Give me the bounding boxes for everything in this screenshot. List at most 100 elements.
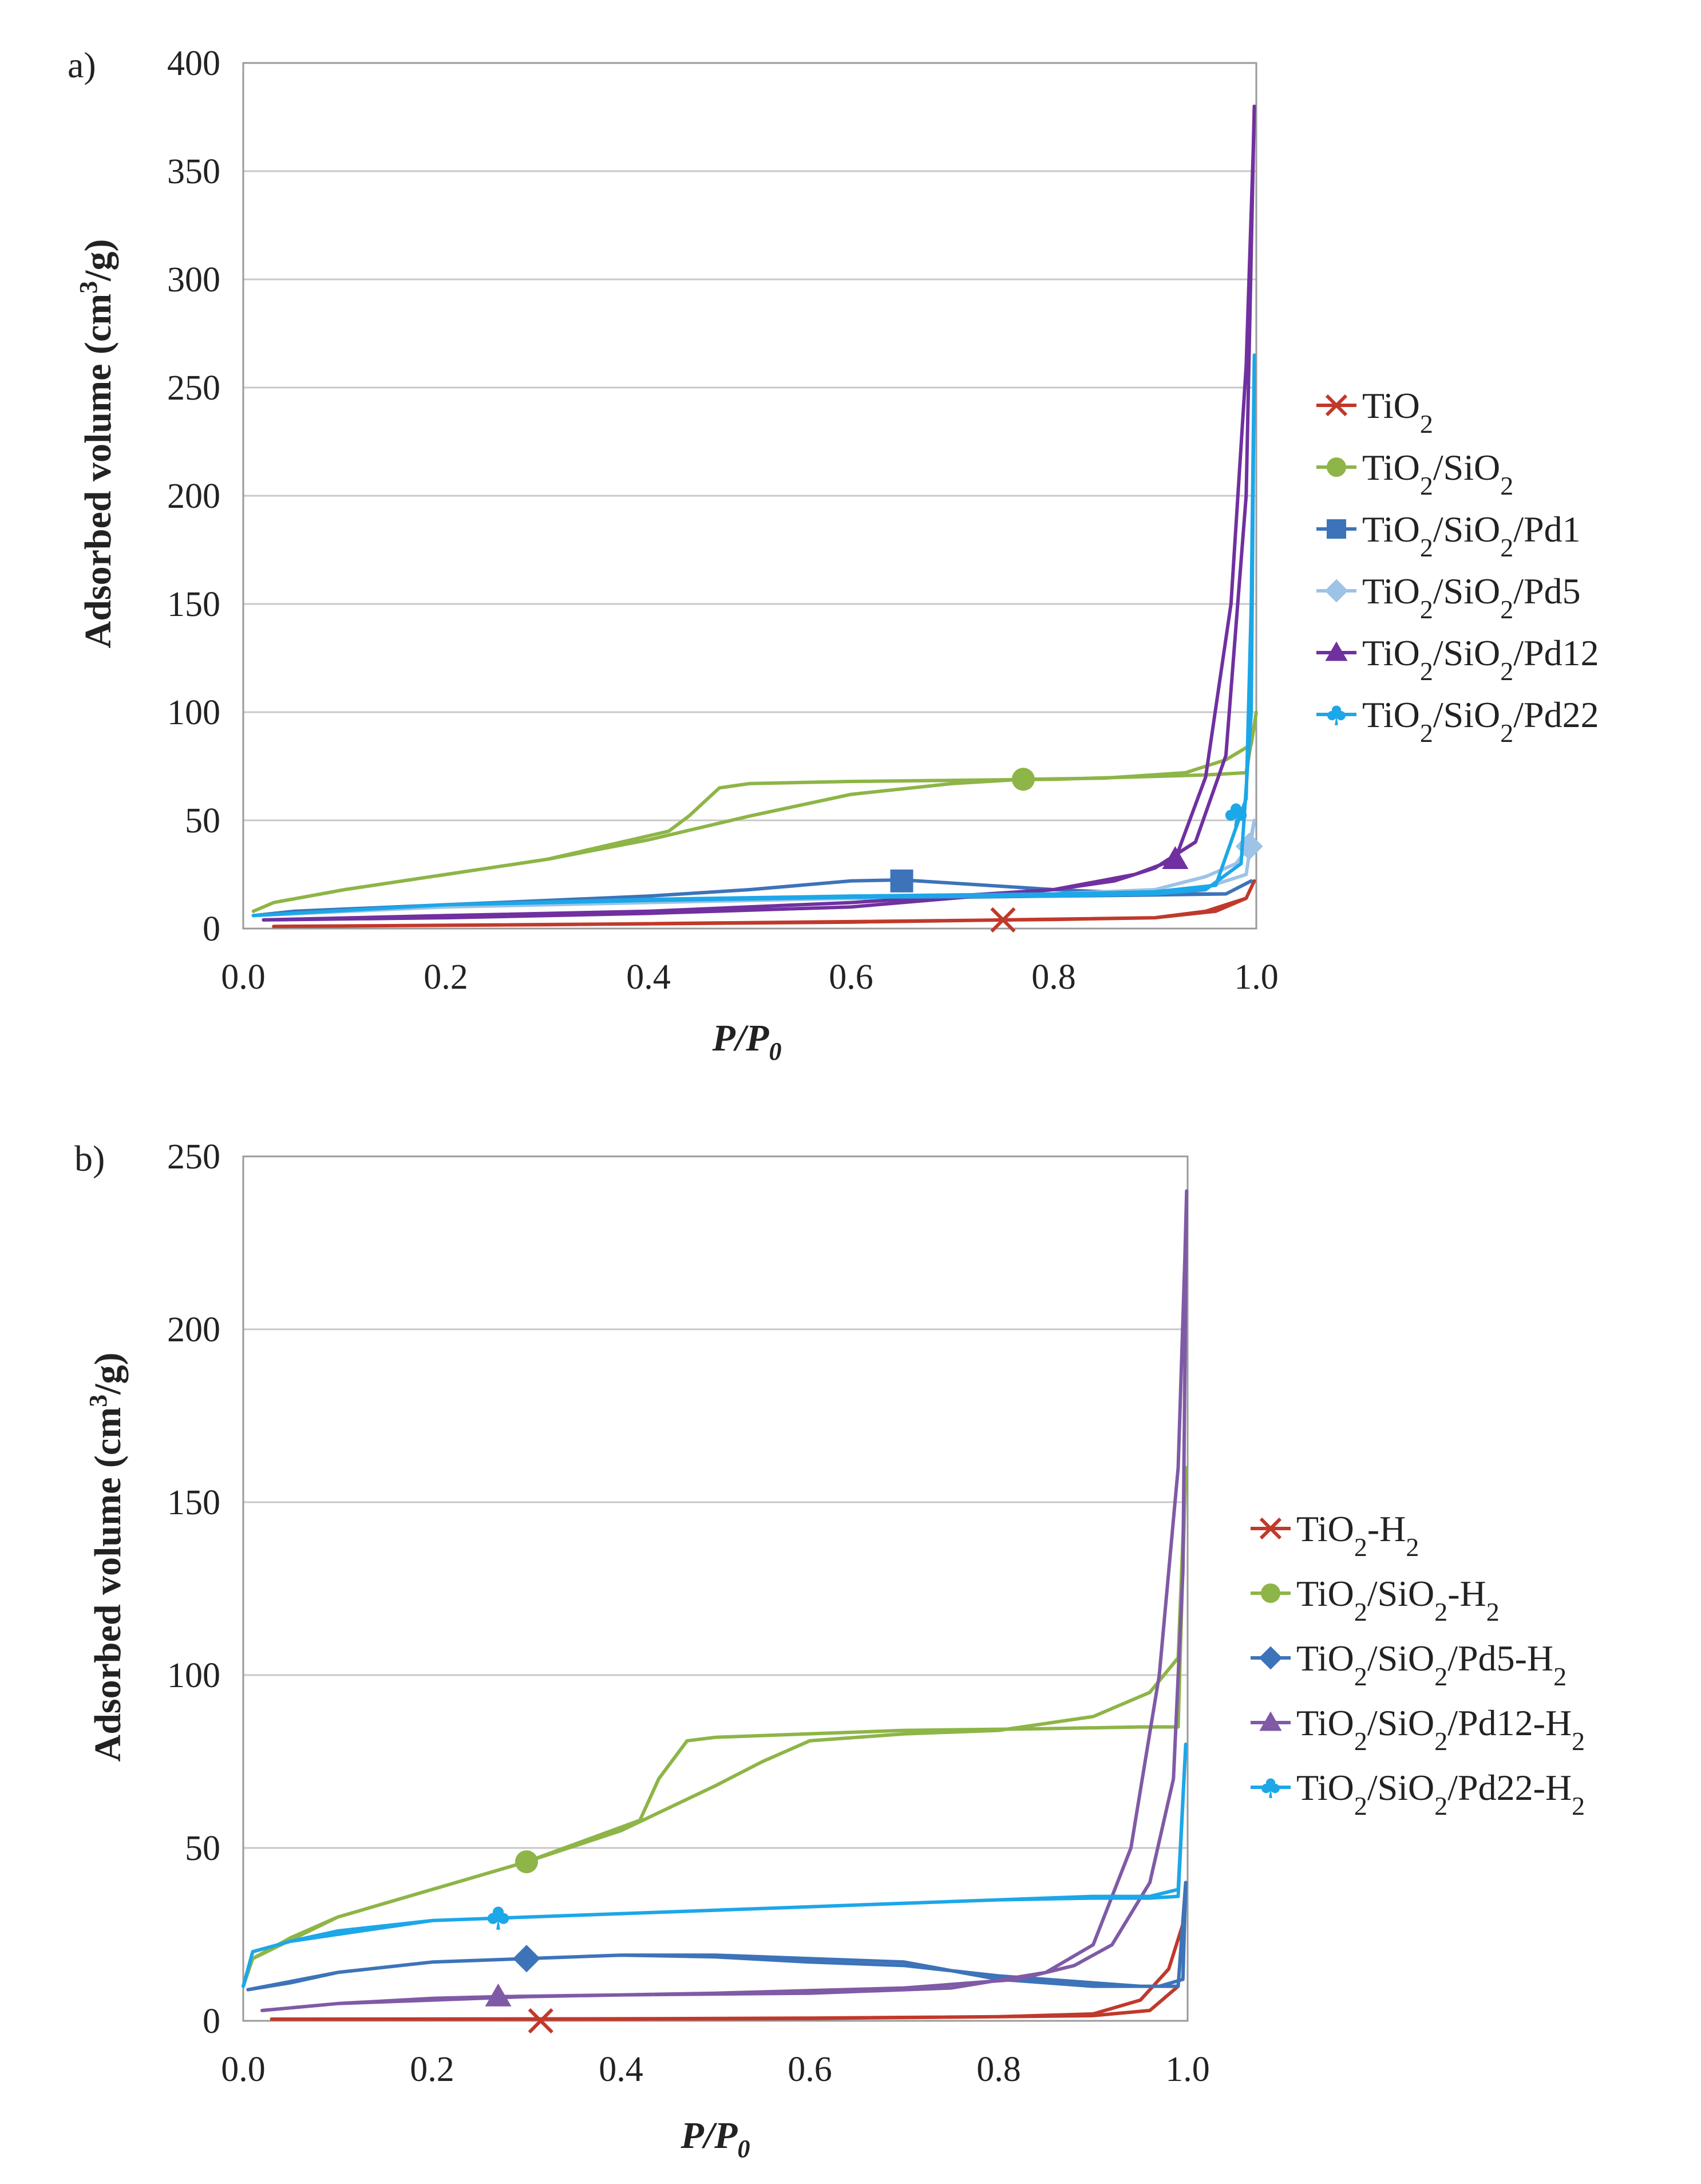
panel-b-y-tick-label: 200 [167, 1310, 220, 1349]
panel-a-x-tick-label: 0.8 [1031, 958, 1076, 997]
panel-a-y-tick-label: 350 [167, 152, 220, 191]
panel-a-series-line-4 [262, 104, 1256, 922]
panel-a-y-ticks: 0 50 100 150 200 250 300 350 400 [167, 44, 220, 949]
panel-a-series-marker-1 [1011, 768, 1035, 791]
panel-b-x-axis-title: P/P0 [681, 2115, 750, 2163]
panel-b-series-marker-0 [528, 2008, 553, 2034]
panel-b-legend-marker-2 [1259, 1646, 1283, 1670]
panel-a-legend-label-5: TiO2/SiO2/Pd22 [1362, 694, 1599, 748]
panel-b-series-line-3 [260, 1189, 1189, 2012]
panel-a-y-tick-label: 100 [167, 693, 220, 732]
panel-a-legend-marker-4 [1325, 641, 1348, 661]
panel-b-y-tick-label: 250 [167, 1138, 220, 1176]
panel-a-legend-marker-1 [1327, 457, 1346, 477]
panel-b-legend-label-3: TiO2/SiO2/Pd12-H2 [1296, 1703, 1585, 1756]
panel-a-legend-item-1: TiO2/SiO2 [1316, 447, 1513, 500]
panel-b-series-marker-4 [487, 1906, 509, 1930]
panel-b-legend-item-0: TiO2-H2 [1251, 1508, 1419, 1562]
panel-b-x-tick-label: 0.2 [410, 2050, 454, 2089]
panel-b-legend-label-1: TiO2/SiO2-H2 [1296, 1573, 1500, 1626]
panel-a-gridlines [243, 62, 1256, 822]
panel-b-legend-item-4: TiO2/SiO2/Pd22-H2 [1251, 1767, 1585, 1820]
panel-b-y-tick-label: 0 [203, 2002, 220, 2041]
panel-b-legend: TiO2-H2 TiO2/SiO2-H2 TiO2/SiO2/Pd5-H2 TiO2/… [1251, 1508, 1585, 1820]
panel-a-legend-marker-2 [1327, 519, 1346, 539]
panel-b-legend-label-0: TiO2-H2 [1296, 1508, 1419, 1562]
panel-b-series-line-1 [242, 1466, 1188, 1988]
panel-a-x-tick-label: 1.0 [1234, 958, 1279, 997]
panel-b-x-tick-label: 0.8 [976, 2050, 1021, 2089]
panel-a-series-marker-2 [890, 869, 913, 892]
panel-a-legend-marker-5 [1327, 705, 1346, 725]
panel-b-series [242, 1189, 1189, 2034]
panel-a-plot-area [242, 62, 1257, 930]
panel-a-legend-item-4: TiO2/SiO2/Pd12 [1316, 633, 1599, 686]
panel-a: a) 0 50 100 150 200 250 300 350 400 0.0 0.2 0.4 0.6… [68, 44, 1599, 1065]
panel-b-legend-marker-0 [1259, 1517, 1282, 1540]
panel-a-x-tick-label: 0.0 [221, 958, 266, 997]
panel-a-legend-label-2: TiO2/SiO2/Pd1 [1362, 509, 1581, 562]
panel-a-series-line-0 [272, 879, 1256, 929]
panel-a-legend-label-1: TiO2/SiO2 [1362, 447, 1513, 500]
panel-b-legend-label-2: TiO2/SiO2/Pd5-H2 [1296, 1638, 1566, 1691]
panel-a-series [251, 104, 1263, 933]
panel-b-legend-marker-3 [1259, 1711, 1282, 1731]
panel-a-x-tick-label: 0.4 [626, 958, 671, 997]
panel-b-y-axis-title: Adsorbed volume (cm3/g) [84, 1353, 129, 1762]
panel-a-y-tick-label: 200 [167, 477, 220, 516]
panel-b-legend-item-2: TiO2/SiO2/Pd5-H2 [1251, 1638, 1566, 1691]
panel-a-legend-label-4: TiO2/SiO2/Pd12 [1362, 633, 1599, 686]
panel-b-y-tick-label: 150 [167, 1483, 220, 1522]
panel-b-legend-marker-4 [1261, 1778, 1280, 1798]
panel-b-y-tick-label: 100 [167, 1656, 220, 1695]
panel-a-y-tick-label: 150 [167, 585, 220, 624]
panel-a-series-marker-4 [1162, 846, 1189, 870]
panel-b-plot-area [242, 1155, 1189, 2022]
panel-a-series-marker-0 [990, 907, 1016, 933]
panel-a-series-marker-5 [1225, 803, 1247, 827]
panel-a-x-tick-label: 0.2 [424, 958, 468, 997]
panel-a-legend-item-0: TiO2 [1316, 385, 1433, 439]
panel-a-y-tick-label: 250 [167, 369, 220, 408]
panel-a-legend-label-0: TiO2 [1362, 385, 1433, 439]
panel-b-legend-item-3: TiO2/SiO2/Pd12-H2 [1251, 1703, 1585, 1756]
panel-a-series-line-1 [251, 710, 1258, 913]
panel-b: b) 0 50 100 150 200 250 0.0 0.2 0.4 0.6 0.8 1.0 Ad… [74, 1138, 1585, 2163]
panel-b-gridlines [243, 1155, 1188, 1849]
panel-a-y-tick-label: 300 [167, 260, 220, 299]
panel-b-y-ticks: 0 50 100 150 200 250 [167, 1138, 220, 2041]
panel-b-x-tick-label: 0.4 [599, 2050, 643, 2089]
panel-a-legend: TiO2 TiO2/SiO2 TiO2/SiO2/Pd1 TiO2/SiO2/Pd5 T… [1316, 385, 1599, 748]
panel-a-x-ticks: 0.0 0.2 0.4 0.6 0.8 1.0 [221, 958, 1279, 997]
panel-a-x-tick-label: 0.6 [829, 958, 873, 997]
panel-b-series-line-4 [242, 1742, 1188, 1988]
panel-b-series-line-2 [246, 1881, 1188, 1992]
panel-b-series-marker-2 [513, 1945, 540, 1973]
panel-b-axes [242, 1155, 1189, 2022]
panel-b-legend-item-1: TiO2/SiO2-H2 [1251, 1573, 1500, 1626]
panel-b-label: b) [74, 1138, 105, 1179]
panel-b-x-tick-label: 0.6 [788, 2050, 832, 2089]
panel-a-y-tick-label: 0 [203, 910, 220, 949]
panel-b-series-marker-3 [485, 1983, 512, 2007]
panel-b-legend-marker-1 [1261, 1583, 1280, 1603]
panel-a-series-line-5 [251, 353, 1256, 918]
panel-a-legend-label-3: TiO2/SiO2/Pd5 [1362, 571, 1581, 624]
panel-a-legend-item-5: TiO2/SiO2/Pd22 [1316, 694, 1599, 748]
panel-a-y-tick-label: 400 [167, 44, 220, 83]
panel-b-x-tick-label: 0.0 [221, 2050, 266, 2089]
panel-a-legend-marker-3 [1324, 579, 1348, 603]
panel-b-x-ticks: 0.0 0.2 0.4 0.6 0.8 1.0 [221, 2050, 1210, 2089]
panel-b-series-marker-1 [515, 1850, 538, 1874]
panel-a-legend-item-3: TiO2/SiO2/Pd5 [1316, 571, 1581, 624]
panel-a-y-axis-title: Adsorbed volume (cm3/g) [74, 239, 119, 649]
panel-a-legend-item-2: TiO2/SiO2/Pd1 [1316, 509, 1581, 562]
panel-a-series-marker-3 [1235, 832, 1263, 860]
panel-a-legend-marker-0 [1325, 394, 1348, 417]
panel-a-label: a) [68, 45, 96, 85]
panel-b-y-tick-label: 50 [185, 1829, 220, 1868]
panel-a-axes [242, 62, 1257, 930]
panel-a-x-axis-title: P/P0 [712, 1017, 782, 1065]
